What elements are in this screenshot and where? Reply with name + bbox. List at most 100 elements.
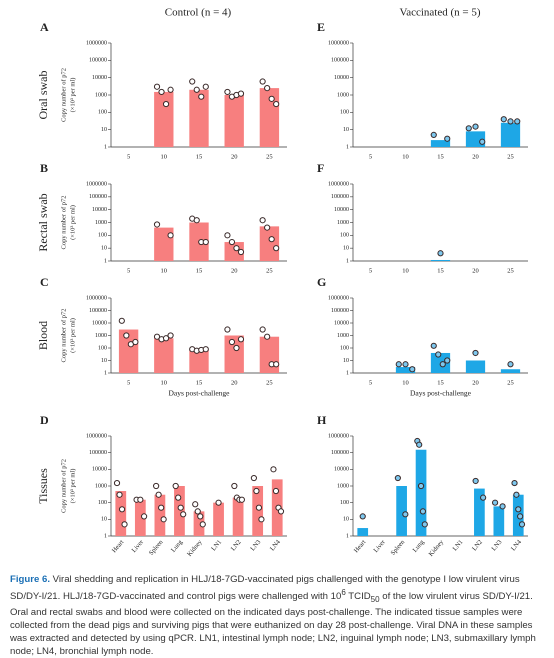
data-point	[416, 441, 423, 448]
x-tick-label: 5	[127, 267, 130, 274]
x-tick-label: 20	[472, 379, 479, 386]
x-tick-label: LN1	[452, 539, 465, 553]
x-tick-label: 25	[507, 267, 514, 274]
data-point	[444, 357, 451, 364]
data-point	[255, 504, 263, 511]
y-tick-label: 10000	[92, 207, 107, 213]
panel-letter: B	[40, 161, 48, 175]
x-tick-label: 25	[266, 267, 273, 274]
data-point	[270, 466, 277, 473]
bar	[415, 449, 427, 536]
data-point	[264, 85, 271, 92]
data-point	[162, 335, 170, 342]
data-point	[228, 338, 236, 346]
x-tick-label: 10	[161, 379, 168, 386]
y-tick-label: 10000	[92, 75, 107, 81]
data-point	[491, 499, 499, 506]
x-tick-label: 5	[127, 379, 130, 386]
bar	[232, 497, 244, 536]
y-tick-label: 10	[101, 358, 107, 364]
x-tick-label: 10	[402, 153, 409, 160]
x-tick-label: 5	[369, 267, 372, 274]
data-point	[118, 317, 125, 324]
bar	[193, 511, 205, 536]
data-point	[237, 248, 245, 256]
bar	[189, 349, 209, 373]
data-point	[224, 326, 231, 333]
data-point	[193, 217, 200, 224]
data-point	[158, 88, 165, 96]
panel-letter: G	[317, 275, 326, 289]
x-tick-label: Kidney	[186, 538, 204, 558]
y-tick-label: 100000	[89, 194, 107, 200]
x-tick-label: 15	[196, 153, 203, 160]
caption-text: 6	[341, 588, 346, 597]
panel-letter: D	[40, 413, 49, 427]
data-point	[402, 511, 409, 518]
bar	[174, 486, 185, 536]
y-tick-label: 1000000	[328, 40, 349, 46]
x-tick-label: 25	[507, 379, 514, 386]
data-point	[259, 217, 266, 224]
data-point	[518, 521, 526, 528]
bar	[115, 491, 127, 536]
bar	[154, 494, 166, 536]
y-tick-label: 1000	[95, 92, 107, 98]
y-tick-label: 1	[104, 533, 107, 539]
panel-letter: C	[40, 275, 49, 289]
y-axis-label: Copy number of p72	[60, 196, 67, 250]
x-tick-label: Heart	[353, 539, 368, 555]
y-tick-label: 10	[343, 517, 349, 523]
y-tick-label: 10000	[334, 320, 349, 326]
y-tick-label: 100	[98, 110, 107, 116]
caption-text: 50	[370, 595, 380, 605]
y-tick-label: 1000	[337, 92, 349, 98]
data-point	[259, 326, 266, 333]
data-point	[123, 332, 130, 339]
data-point	[479, 138, 486, 145]
data-point	[153, 482, 160, 490]
data-point	[215, 499, 222, 506]
x-tick-label: Spleen	[148, 538, 165, 557]
data-point	[439, 361, 446, 368]
y-tick-label: 10	[101, 517, 107, 523]
x-tick-label: 10	[402, 267, 409, 274]
data-point	[272, 487, 280, 495]
data-point	[514, 118, 521, 125]
data-point	[140, 513, 148, 520]
data-point	[465, 125, 472, 132]
y-tick-label: 100000	[331, 194, 349, 200]
data-point	[273, 100, 280, 108]
x-tick-label: Liver	[131, 538, 146, 554]
y-tick-label: 10000	[334, 467, 349, 473]
data-point	[268, 236, 275, 243]
data-point	[224, 88, 231, 96]
y-tick-label: 100	[98, 233, 107, 239]
data-point	[273, 361, 280, 368]
y-axis-label: (×10³ per ml)	[69, 318, 76, 353]
x-tick-label: 10	[402, 379, 409, 386]
y-tick-label: 10	[343, 246, 349, 252]
data-point	[153, 83, 161, 90]
caption: Figure 6. Viral shedding and replication…	[10, 573, 546, 658]
data-point	[202, 83, 209, 90]
x-tick-label: Liver	[372, 538, 387, 554]
data-point	[444, 135, 451, 142]
data-point	[167, 86, 174, 93]
bar	[224, 95, 244, 147]
data-point	[116, 491, 123, 498]
y-tick-label: 10000	[334, 207, 349, 213]
y-tick-label: 1	[346, 258, 349, 264]
y-tick-label: 100	[340, 233, 349, 239]
x-tick-label: 10	[161, 153, 168, 160]
y-tick-label: 1000000	[328, 433, 349, 439]
row-label: Oral swab	[36, 71, 50, 120]
data-point	[162, 100, 170, 108]
x-tick-label: Kidney	[428, 538, 446, 558]
y-tick-label: 100000	[89, 308, 107, 314]
y-tick-label: 100000	[89, 58, 107, 64]
data-point	[277, 508, 285, 515]
y-tick-label: 1000000	[86, 181, 107, 187]
bar	[430, 259, 451, 261]
y-tick-label: 10000	[334, 75, 349, 81]
